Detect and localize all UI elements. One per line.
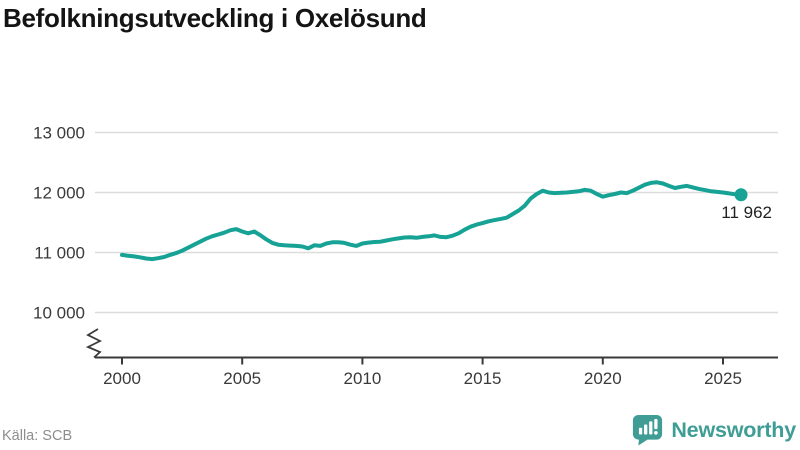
y-tick-label: 13 000 bbox=[33, 124, 85, 143]
axis-break-icon bbox=[85, 328, 103, 359]
source-note: Källa: SCB bbox=[2, 428, 73, 444]
newsworthy-wordmark: Newsworthy bbox=[671, 417, 796, 442]
x-tick-label: 2015 bbox=[464, 369, 502, 388]
x-tick-label: 2000 bbox=[103, 369, 141, 388]
y-tick-label: 12 000 bbox=[33, 184, 85, 203]
y-tick-label: 11 000 bbox=[34, 244, 85, 263]
chart-title: Befolkningsutveckling i Oxelösund bbox=[3, 3, 427, 33]
last-value-label: 11 962 bbox=[721, 203, 772, 222]
population-line bbox=[120, 180, 743, 262]
newsworthy-logo[interactable]: Newsworthy bbox=[632, 414, 796, 446]
last-point-dot bbox=[734, 188, 748, 202]
x-tick-label: 2020 bbox=[584, 369, 622, 388]
x-tick-label: 2025 bbox=[704, 369, 742, 388]
y-tick-label: 10 000 bbox=[33, 304, 85, 323]
x-tick-label: 2005 bbox=[223, 369, 261, 388]
x-tick-label: 2010 bbox=[343, 369, 381, 388]
newsworthy-icon bbox=[633, 414, 663, 446]
